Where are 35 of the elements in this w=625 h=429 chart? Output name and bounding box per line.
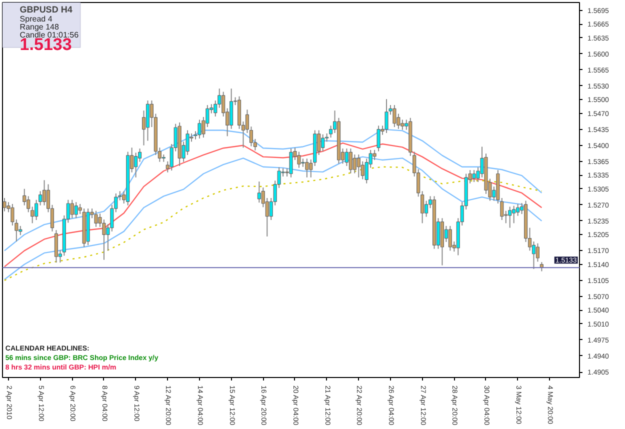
candlestick (384, 98, 388, 134)
candlestick (54, 230, 58, 264)
candlestick (42, 180, 46, 206)
candlestick (74, 202, 78, 219)
candlestick (376, 125, 380, 152)
candlestick (94, 210, 98, 228)
candlestick (348, 148, 352, 174)
candlestick (536, 242, 540, 262)
annotation: Range 148 (20, 22, 60, 32)
candlestick (372, 149, 376, 161)
candlestick (344, 148, 349, 166)
candlestick (289, 148, 293, 178)
annotation: Candle 01:01:56 (20, 30, 80, 40)
candlestick (146, 100, 150, 142)
candlestick (356, 154, 360, 178)
candlestick (257, 181, 261, 204)
candlestick (22, 188, 26, 206)
candlestick (198, 119, 202, 139)
annotation: Spread 4 (20, 14, 53, 24)
line-series (4, 142, 542, 268)
candlestick (70, 199, 74, 219)
candlestick (472, 170, 476, 182)
candlestick (305, 158, 309, 178)
chart-title: GBPUSD H4 (20, 4, 72, 14)
candlestick (360, 160, 364, 180)
candlestick (512, 205, 516, 224)
candlestick (352, 154, 356, 174)
candlestick (329, 125, 333, 138)
candlestick (448, 225, 452, 252)
candlestick (321, 134, 325, 152)
candlestick (392, 104, 396, 128)
candlestick (2, 198, 6, 212)
candlestick (134, 152, 138, 178)
candlestick (297, 151, 301, 168)
candlestick (508, 206, 512, 228)
